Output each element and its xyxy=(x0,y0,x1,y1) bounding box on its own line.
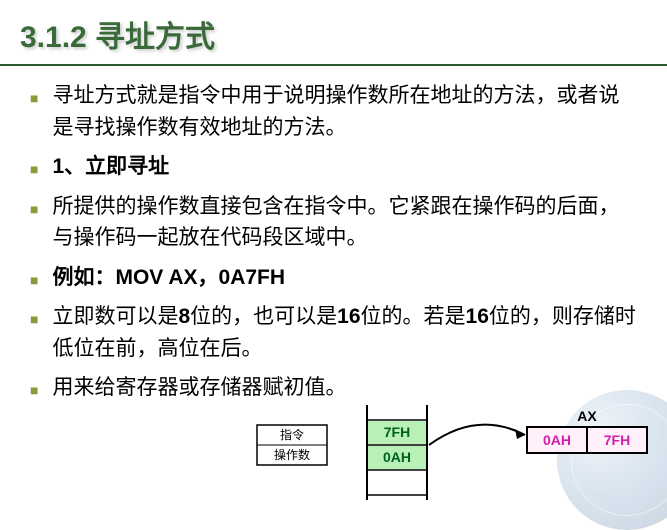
ax-label: AX xyxy=(577,408,597,424)
mem-cell-1: 0AH xyxy=(383,449,411,465)
bullet-text: 用来给寄存器或存储器赋初值。 xyxy=(52,372,346,404)
slide-title: 3.1.2 寻址方式 xyxy=(20,12,647,56)
bullet-item: ■ 用来给寄存器或存储器赋初值。 xyxy=(30,372,637,404)
bullet-text: 立即数可以是8位的，也可以是16位的。若是16位的，则存储时低位在前，高位在后。 xyxy=(52,301,637,364)
bullet-marker: ■ xyxy=(30,159,38,180)
ax-low: 7FH xyxy=(604,432,630,448)
ax-high: 0AH xyxy=(543,432,571,448)
bullet-marker: ■ xyxy=(30,199,38,220)
diagram-instruction-label: 指令 xyxy=(280,427,304,442)
bullet-item: ■ 1、立即寻址 xyxy=(30,151,637,183)
bullet-marker: ■ xyxy=(30,270,38,291)
content-area: ■ 寻址方式就是指令中用于说明操作数所在地址的方法，或者说是寻找操作数有效地址的… xyxy=(0,66,667,422)
bullet-item: ■ 所提供的操作数直接包含在指令中。它紧跟在操作码的后面，与操作码一起放在代码段… xyxy=(30,191,637,254)
bullet-marker: ■ xyxy=(30,88,38,109)
bullet-text: 1、立即寻址 xyxy=(52,151,169,183)
title-bar: 3.1.2 寻址方式 xyxy=(0,0,667,66)
bullet-marker: ■ xyxy=(30,380,38,401)
bullet-text: 所提供的操作数直接包含在指令中。它紧跟在操作码的后面，与操作码一起放在代码段区域… xyxy=(52,191,637,254)
bullet-item: ■ 例如：MOV AX，0A7FH xyxy=(30,262,637,294)
bullet-item: ■ 寻址方式就是指令中用于说明操作数所在地址的方法，或者说是寻找操作数有效地址的… xyxy=(30,80,637,143)
mem-cell-0: 7FH xyxy=(384,424,410,440)
diagram-operand-label: 操作数 xyxy=(274,447,310,462)
bullet-text: 寻址方式就是指令中用于说明操作数所在地址的方法，或者说是寻找操作数有效地址的方法… xyxy=(52,80,637,143)
instruction-diagram: 指令 操作数 7FH 0AH AX 0AH 7FH xyxy=(247,405,667,500)
bullet-text: 例如：MOV AX，0A7FH xyxy=(52,262,285,294)
bullet-item: ■ 立即数可以是8位的，也可以是16位的。若是16位的，则存储时低位在前，高位在… xyxy=(30,301,637,364)
bullet-marker: ■ xyxy=(30,309,38,330)
